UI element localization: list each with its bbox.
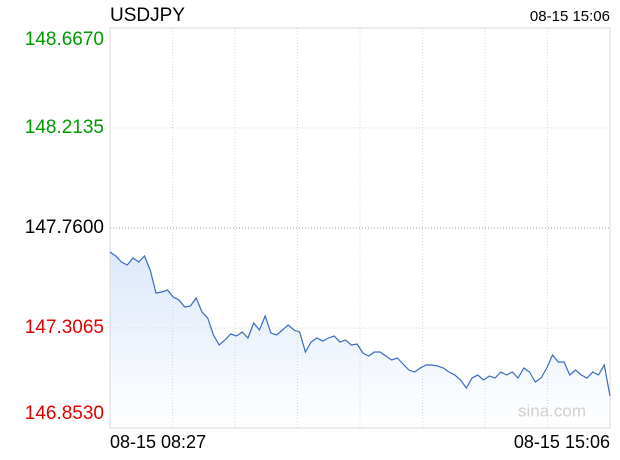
y-tick-label: 146.8530	[25, 403, 104, 424]
y-tick-label: 147.3065	[25, 317, 104, 338]
price-line	[109, 251, 611, 397]
y-tick-label: 147.7600	[25, 217, 104, 238]
y-tick-label: 148.6670	[25, 29, 104, 50]
timestamp: 08-15 15:06	[530, 8, 610, 25]
chart-title: USDJPY	[110, 5, 185, 26]
area-fill	[110, 251, 610, 428]
x-tick-label: 08-15 08:27	[110, 432, 206, 452]
x-tick-label: 08-15 15:06	[514, 432, 610, 452]
watermark: sina.com	[518, 401, 586, 420]
y-tick-label: 148.2135	[25, 117, 104, 138]
